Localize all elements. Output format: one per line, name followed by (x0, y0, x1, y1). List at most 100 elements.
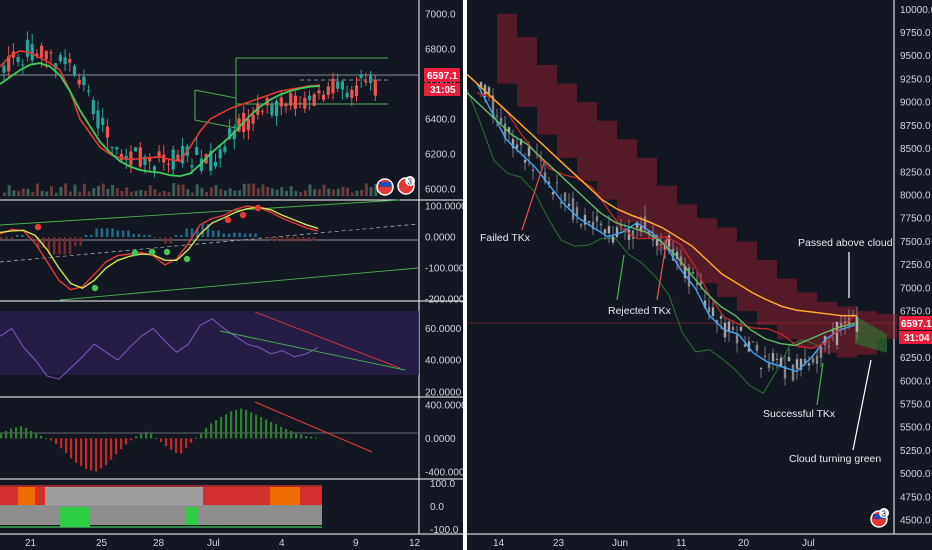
volume-bar (205, 191, 209, 196)
series-line-ema-green (467, 92, 856, 347)
osc-bar (240, 408, 243, 439)
strip-segment (203, 487, 270, 505)
candle-body (703, 300, 707, 309)
macd-hist-bar (222, 233, 225, 238)
candle-body (16, 57, 20, 62)
candle-body (611, 236, 615, 243)
rprice-tick-label: 8250.0 (900, 167, 931, 178)
candle-body (119, 153, 124, 161)
candle-body (143, 156, 147, 165)
osc-bar (200, 432, 203, 439)
volume-bar (350, 192, 354, 196)
rsi-trend-green (219, 330, 406, 371)
series-line-macd (0, 205, 319, 291)
candle-body (683, 266, 687, 278)
candle-body (134, 147, 138, 152)
volume-bar (115, 188, 119, 196)
x-tick-label: 25 (96, 538, 108, 549)
volume-bar (181, 184, 185, 196)
osc-tick-label: 0.0000 (425, 434, 456, 445)
rsi-trend-red (254, 311, 401, 369)
macd-hist-bar (68, 237, 72, 255)
macd-hist-bar (206, 224, 210, 238)
candle-body (284, 104, 288, 107)
rprice-tick-label: 9000.0 (900, 98, 931, 109)
left-chart-panel[interactable]: 7000.06800.06600.06400.06200.06000.0100.… (0, 0, 463, 550)
candle-body (96, 110, 100, 129)
last-price-label: 6597.1 (427, 71, 458, 82)
cross-dot (163, 248, 171, 256)
volume-bar (317, 189, 321, 196)
candle-body (607, 226, 611, 234)
rprice-tick-label: 6250.0 (900, 353, 931, 364)
candle-body (523, 160, 527, 163)
x-tick-label: 9 (353, 538, 359, 549)
macd-hist-bar (265, 237, 268, 239)
osc-bar (100, 438, 103, 469)
candle-body (157, 151, 161, 157)
macd-hist-bar (10, 237, 13, 240)
candle-body (21, 64, 25, 66)
rprice-tick-label: 8000.0 (900, 191, 931, 202)
candle-body (783, 366, 787, 379)
flag-pattern (194, 89, 237, 129)
candle-body (82, 76, 86, 86)
candle-body (519, 139, 523, 145)
candle-body (25, 39, 30, 57)
osc-bar (25, 428, 28, 439)
volume-bar (191, 192, 194, 196)
candle-body (779, 357, 783, 367)
macd-hist-bar (286, 237, 289, 242)
volume-bar (214, 185, 218, 196)
candle-body (237, 118, 241, 132)
volume-bar (40, 190, 44, 196)
candle-body (839, 322, 843, 329)
osc-bar (125, 438, 128, 445)
osc-bar (5, 430, 8, 439)
candle-body (827, 345, 831, 347)
macd-hist-bar (190, 228, 194, 238)
rsi-band (0, 311, 419, 375)
candle-body (591, 222, 595, 230)
right-time-axis: 14 23 Jun 11 20 Jul (493, 538, 815, 549)
candle-body (336, 81, 340, 89)
x-tick-label: 23 (553, 538, 565, 549)
candle-body (755, 344, 759, 352)
osc-bar (315, 437, 318, 439)
left-chart-svg[interactable]: 7000.06800.06600.06400.06200.06000.0100.… (0, 0, 463, 550)
osc-trend-red (254, 401, 373, 453)
macd-hist-bar (79, 237, 82, 246)
rsi-tick-label: 60.0000 (425, 324, 462, 335)
candle-body (659, 244, 663, 246)
volume-bar (322, 184, 326, 196)
osc-bar (220, 416, 223, 439)
right-chart-panel[interactable]: Failed TKx Rejected TKx Passed above clo… (467, 0, 932, 550)
candle-body (671, 248, 675, 261)
candle-body (707, 307, 711, 313)
volume-bar (17, 191, 21, 196)
candle-body (815, 355, 819, 364)
macd-hist-bar (307, 237, 310, 242)
candle-body (727, 321, 731, 333)
flag-canton (873, 514, 885, 519)
rprice-tick-label: 9500.0 (900, 51, 931, 62)
series-line-rsi (0, 318, 319, 380)
candle-body (2, 65, 6, 73)
candle-body (91, 100, 95, 115)
candle-body (350, 89, 354, 98)
osc-tick-label: 400.0000 (425, 400, 463, 411)
volume-bar (68, 191, 72, 196)
price-tag (899, 316, 932, 330)
volume-bar (35, 183, 39, 196)
price-tick-label: 6000.0 (425, 185, 456, 196)
volume-bar (101, 183, 105, 196)
volume-bar (200, 187, 204, 196)
osc-bar (120, 438, 123, 450)
macd-hist-bar (159, 237, 162, 239)
candle-body (260, 111, 265, 113)
annotation-failed-tkx: Failed TKx (480, 232, 531, 244)
candle-body (807, 363, 811, 366)
rsi-tick-label: 40.0000 (425, 356, 462, 367)
macd-hist-bar (84, 234, 88, 238)
right-chart-svg[interactable]: Failed TKx Rejected TKx Passed above clo… (467, 0, 932, 550)
